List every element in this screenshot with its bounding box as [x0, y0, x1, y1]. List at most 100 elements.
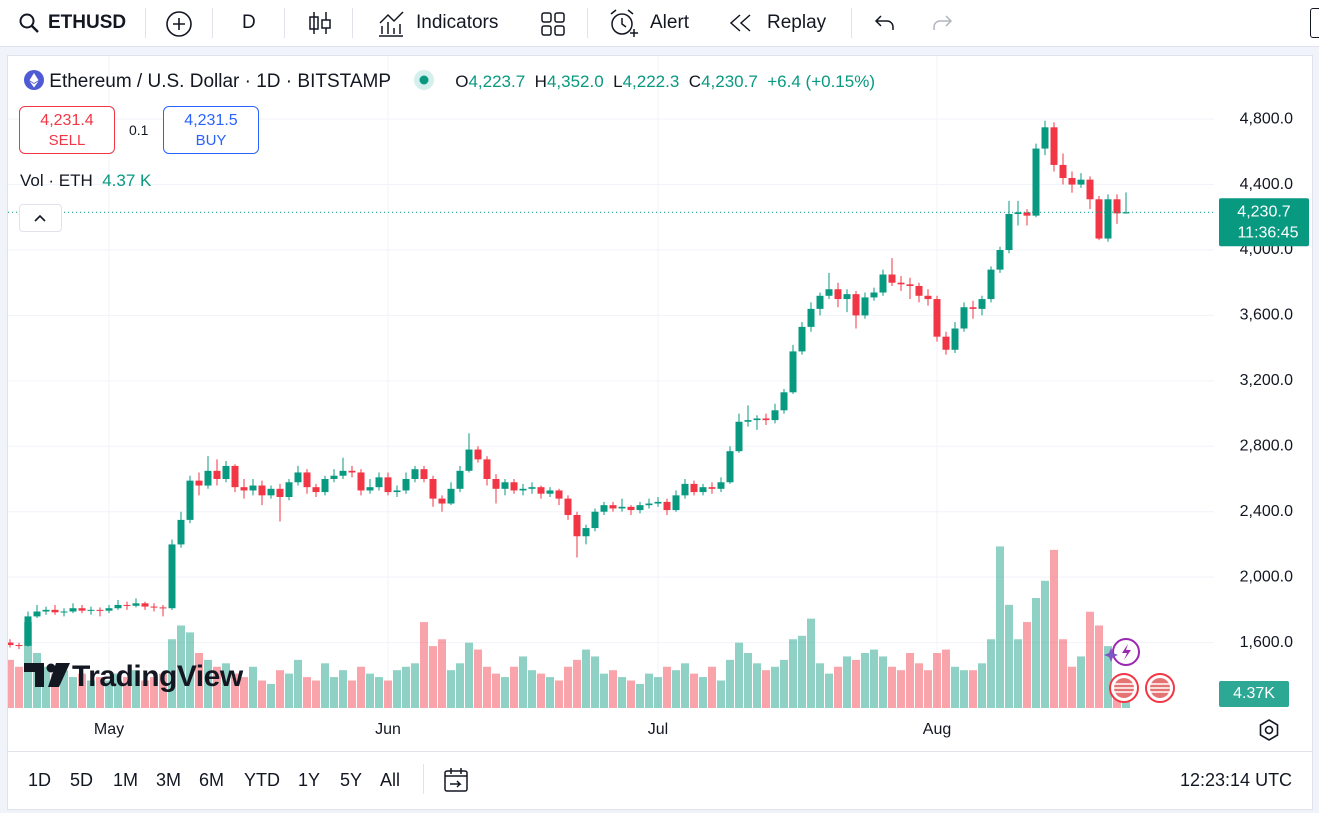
y-tick-label: 4,800.0 — [1240, 110, 1293, 127]
replay-icon[interactable] — [728, 12, 754, 34]
candle-body — [780, 392, 788, 411]
volume-bar — [681, 663, 689, 708]
event-icons[interactable] — [1100, 636, 1180, 708]
volume-bar — [636, 683, 644, 708]
clock[interactable]: 12:23:14 UTC — [1180, 770, 1293, 790]
price-box — [1219, 198, 1309, 247]
chart-pane — [7, 55, 1313, 752]
o-value: 4,223.7 — [468, 72, 526, 91]
candle-body — [438, 498, 446, 504]
volume-bar — [924, 670, 932, 708]
candle-body — [105, 608, 113, 611]
volume-bar — [69, 677, 77, 708]
candle-body — [501, 482, 509, 489]
candle-body — [726, 451, 734, 483]
volume-bar — [546, 677, 554, 708]
separator — [352, 8, 353, 38]
volume-bar — [294, 659, 302, 708]
candle-body — [393, 490, 401, 493]
price-label: 4,230.7 — [1237, 203, 1290, 220]
volume-bar — [141, 680, 149, 708]
buy-label: BUY — [195, 132, 227, 149]
indicators-icon[interactable] — [376, 9, 406, 39]
volume-bar — [1050, 549, 1058, 708]
volume-bar — [132, 670, 140, 708]
volume-bar — [447, 670, 455, 708]
candle-body — [96, 609, 104, 611]
candle-body — [843, 294, 851, 300]
candle-body — [60, 611, 68, 613]
range-button[interactable]: 3M — [156, 770, 182, 790]
range-button[interactable]: All — [380, 770, 401, 790]
fullscreen[interactable] — [1310, 8, 1319, 38]
toolbar: ETHUSD D Indicators Alert Replay — [0, 0, 1319, 47]
separator — [145, 8, 146, 38]
candle-body — [258, 485, 266, 496]
candle-body — [537, 487, 545, 494]
alert[interactable]: Alert — [650, 12, 690, 33]
candle-body — [933, 299, 941, 337]
y-tick-label: 1,600.0 — [1240, 634, 1293, 651]
range-button[interactable]: 6M — [199, 770, 225, 790]
candle-body — [195, 480, 203, 486]
volume-bar — [519, 656, 527, 708]
volume-bar — [1014, 639, 1022, 708]
symbol[interactable]: ETHUSD — [48, 12, 127, 33]
volume-bar — [123, 677, 131, 708]
indicators[interactable]: Indicators — [416, 12, 499, 33]
volume-bar — [861, 652, 869, 708]
candle-body — [231, 465, 239, 488]
chart-style[interactable] — [306, 9, 334, 37]
volume-bar — [366, 673, 374, 708]
candle-body — [114, 604, 122, 609]
collapse-button[interactable] — [19, 204, 62, 232]
sell-button[interactable]: 4,231.4 SELL — [19, 106, 115, 154]
volume-bar — [933, 652, 941, 708]
range-button[interactable]: 1Y — [298, 770, 321, 790]
undo[interactable] — [873, 12, 897, 34]
volume-bar — [1104, 646, 1112, 708]
candle-body — [222, 465, 230, 479]
candle-body — [321, 478, 329, 493]
interval[interactable]: D — [242, 12, 256, 33]
sell-label: SELL — [48, 132, 86, 149]
separator — [851, 8, 852, 38]
volume-axis-label: 4.37K — [1233, 685, 1275, 702]
range-button[interactable]: 1M — [113, 770, 139, 790]
quantity[interactable]: 0.1 — [129, 122, 149, 138]
y-tick-label: 2,800.0 — [1240, 437, 1293, 454]
volume-bar — [591, 656, 599, 708]
range-button[interactable]: 5Y — [340, 770, 363, 790]
settings[interactable] — [1257, 718, 1281, 742]
volume-bar — [735, 642, 743, 708]
alert-icon[interactable] — [606, 7, 640, 41]
replay[interactable]: Replay — [767, 12, 827, 33]
volume-bar — [339, 670, 347, 708]
range-button[interactable]: YTD — [244, 770, 280, 790]
candle-body — [816, 295, 824, 309]
volume-bar — [105, 680, 113, 708]
volume-bar — [816, 663, 824, 708]
layouts[interactable] — [540, 11, 566, 37]
volume-bar — [888, 666, 896, 708]
o-label: O — [455, 72, 469, 91]
y-tick-label: 3,600.0 — [1240, 307, 1293, 324]
volume-bar — [78, 673, 86, 708]
volume-bar — [879, 656, 887, 708]
volume-bar — [150, 677, 158, 708]
date-range[interactable] — [442, 766, 472, 796]
candle-body — [600, 505, 608, 512]
volume-bar — [240, 677, 248, 708]
redo[interactable] — [930, 12, 954, 34]
add-symbol[interactable] — [164, 9, 194, 39]
buy-button[interactable]: 4,231.5 BUY — [163, 106, 259, 154]
range-button[interactable]: 5D — [70, 770, 94, 790]
volume-name: Vol · ETH — [20, 171, 93, 190]
volume-bar — [438, 639, 446, 708]
candle-body — [87, 609, 95, 611]
volume-bar — [699, 677, 707, 708]
search-icon[interactable] — [18, 12, 40, 34]
range-button[interactable]: 1D — [28, 770, 52, 790]
candle-body — [555, 490, 563, 499]
